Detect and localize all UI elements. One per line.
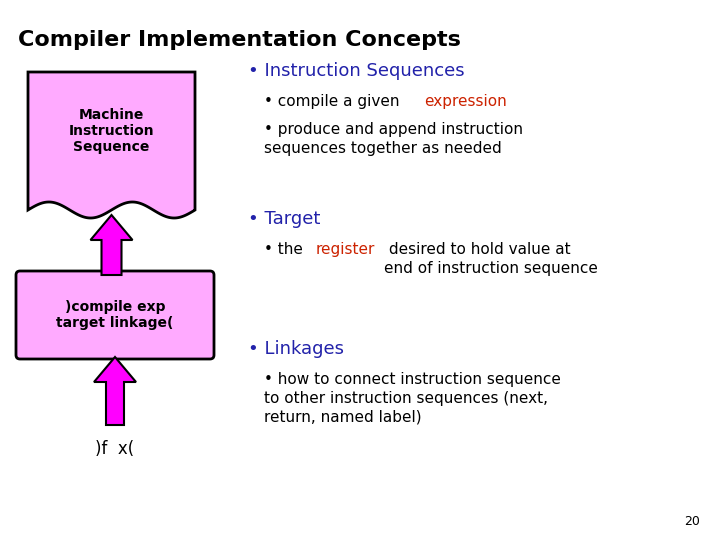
Text: Machine
Instruction
Sequence: Machine Instruction Sequence [68, 108, 154, 154]
FancyBboxPatch shape [16, 271, 214, 359]
Text: • Linkages: • Linkages [248, 340, 344, 358]
Text: • Instruction Sequences: • Instruction Sequences [248, 62, 464, 80]
Text: )f  x(: )f x( [96, 440, 135, 458]
Text: desired to hold value at
end of instruction sequence: desired to hold value at end of instruct… [384, 242, 598, 275]
Text: Compiler Implementation Concepts: Compiler Implementation Concepts [18, 30, 461, 50]
Text: expression: expression [424, 94, 507, 109]
Polygon shape [94, 357, 136, 425]
Text: • how to connect instruction sequence
to other instruction sequences (next,
retu: • how to connect instruction sequence to… [264, 372, 561, 424]
Text: • Target: • Target [248, 210, 320, 228]
Polygon shape [91, 215, 132, 275]
Text: )compile exp
target linkage(: )compile exp target linkage( [56, 300, 174, 330]
Text: 20: 20 [684, 515, 700, 528]
Text: • the: • the [264, 242, 307, 257]
Text: • compile a given: • compile a given [264, 94, 405, 109]
PathPatch shape [28, 72, 195, 218]
Text: register: register [316, 242, 375, 257]
Text: • produce and append instruction
sequences together as needed: • produce and append instruction sequenc… [264, 122, 523, 156]
